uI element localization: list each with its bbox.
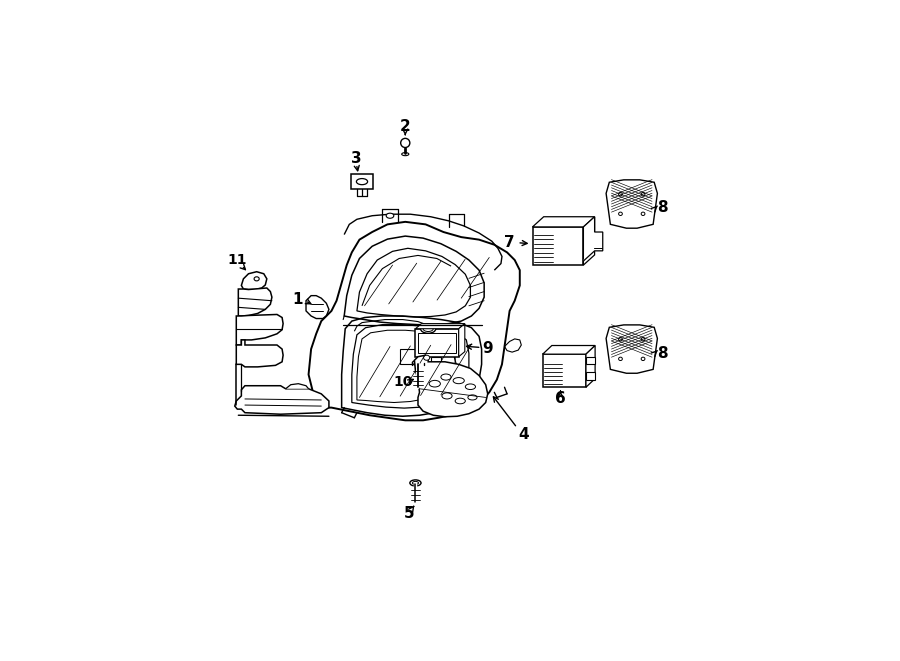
Ellipse shape [618, 357, 622, 360]
Ellipse shape [641, 192, 645, 196]
Ellipse shape [412, 481, 418, 485]
Bar [543, 354, 586, 387]
Ellipse shape [420, 324, 436, 333]
Text: 8: 8 [658, 346, 668, 361]
Text: 7: 7 [504, 235, 515, 250]
Polygon shape [606, 325, 657, 373]
Text: 8: 8 [658, 200, 668, 215]
Ellipse shape [465, 384, 475, 389]
Polygon shape [586, 346, 595, 387]
Polygon shape [583, 217, 595, 265]
Polygon shape [606, 180, 657, 228]
Polygon shape [237, 340, 284, 367]
Polygon shape [237, 315, 284, 345]
Text: 3: 3 [351, 151, 361, 166]
Polygon shape [238, 288, 272, 316]
Polygon shape [285, 383, 309, 389]
Bar [586, 373, 595, 379]
Ellipse shape [618, 338, 622, 341]
Polygon shape [416, 324, 464, 329]
Bar [400, 349, 420, 364]
Bar [431, 357, 441, 366]
Ellipse shape [453, 377, 464, 383]
Ellipse shape [618, 212, 622, 215]
Ellipse shape [254, 277, 259, 281]
Text: 4: 4 [518, 426, 528, 442]
Ellipse shape [618, 192, 622, 196]
Ellipse shape [423, 326, 433, 332]
Polygon shape [543, 346, 595, 354]
Polygon shape [533, 217, 595, 227]
Bar [533, 227, 583, 265]
Text: 5: 5 [404, 506, 415, 521]
Polygon shape [414, 355, 488, 417]
Ellipse shape [412, 360, 424, 366]
Text: 2: 2 [400, 118, 410, 134]
Polygon shape [583, 217, 603, 261]
Bar [586, 357, 595, 364]
Ellipse shape [441, 374, 451, 380]
Ellipse shape [641, 357, 645, 360]
Ellipse shape [400, 138, 410, 147]
Ellipse shape [641, 338, 645, 341]
Polygon shape [459, 324, 464, 357]
Ellipse shape [641, 212, 645, 215]
Ellipse shape [429, 380, 440, 387]
Bar [416, 329, 459, 357]
Bar [351, 175, 374, 189]
Ellipse shape [386, 214, 394, 218]
Text: 1: 1 [292, 292, 302, 307]
Ellipse shape [424, 355, 429, 360]
Text: 11: 11 [228, 253, 248, 267]
Text: 9: 9 [482, 340, 493, 356]
Ellipse shape [410, 480, 421, 486]
Ellipse shape [401, 153, 409, 156]
Ellipse shape [468, 395, 477, 400]
Polygon shape [241, 272, 266, 290]
Bar [418, 332, 456, 352]
Text: 6: 6 [555, 391, 566, 407]
Ellipse shape [442, 393, 452, 399]
Ellipse shape [455, 398, 465, 404]
Polygon shape [235, 386, 328, 414]
Text: 10: 10 [393, 375, 412, 389]
Ellipse shape [356, 178, 367, 184]
